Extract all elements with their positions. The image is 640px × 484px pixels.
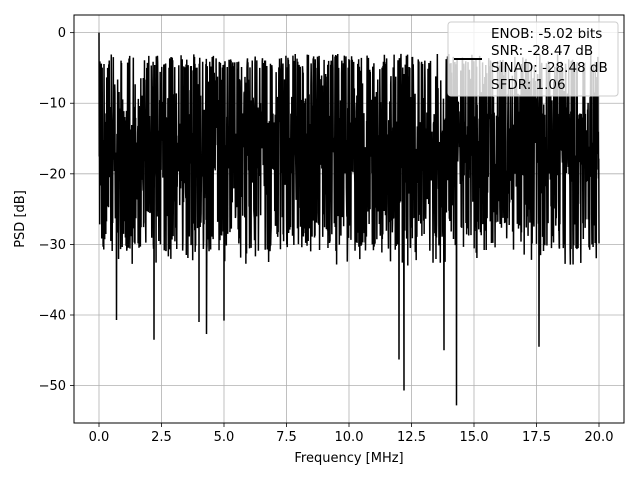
legend-sinad: SINAD: -28.48 dB [491, 60, 608, 76]
legend: ENOB: -5.02 bits SNR: -28.47 dB SINAD: -… [447, 21, 619, 97]
x-tick-label: 10.0 [335, 430, 364, 445]
y-tick-label: −20 [39, 167, 66, 182]
legend-box [447, 21, 619, 97]
legend-enob: ENOB: -5.02 bits [491, 26, 602, 42]
y-axis-ticks: 0 −10 −20 −30 −40 −50 [39, 26, 74, 394]
x-tick-label: 5.0 [214, 430, 235, 445]
x-tick-label: 20.0 [585, 430, 614, 445]
x-tick-label: 12.5 [397, 430, 426, 445]
x-axis-ticks: 0.0 2.5 5.0 7.5 10.0 12.5 15.0 17.5 20.0 [89, 423, 614, 445]
y-tick-label: 0 [58, 26, 66, 41]
psd-line [98, 32, 600, 406]
x-tick-label: 15.0 [460, 430, 489, 445]
x-tick-label: 2.5 [151, 430, 172, 445]
x-tick-label: 0.0 [89, 430, 110, 445]
x-tick-label: 17.5 [522, 430, 551, 445]
y-tick-label: −10 [39, 97, 66, 112]
x-tick-label: 7.5 [276, 430, 297, 445]
legend-snr: SNR: -28.47 dB [491, 43, 593, 59]
y-tick-label: −40 [39, 309, 66, 324]
legend-sfdr: SFDR: 1.06 [491, 77, 566, 93]
y-tick-label: −30 [39, 238, 66, 253]
y-tick-label: −50 [39, 379, 66, 394]
x-axis-label: Frequency [MHz] [294, 451, 403, 466]
psd-trace [98, 32, 600, 406]
y-axis-label: PSD [dB] [13, 190, 28, 248]
